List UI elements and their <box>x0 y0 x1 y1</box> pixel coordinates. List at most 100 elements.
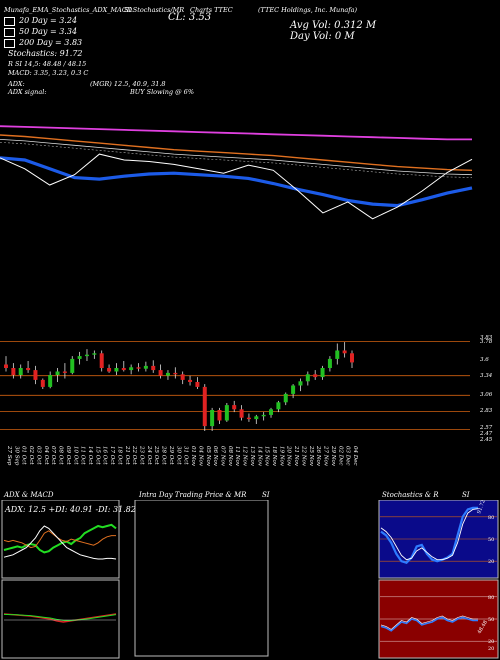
price-ytick-label: 2.57 <box>479 425 493 431</box>
price-date-label: 07 Nov <box>219 446 225 467</box>
candle-body <box>173 372 178 375</box>
candle-body <box>320 368 325 378</box>
candle-body <box>350 353 354 363</box>
ema200-swatch <box>4 38 15 48</box>
header-segment-3: Charts TTEC <box>190 6 233 14</box>
price-date-label: 04 Nov <box>197 446 203 467</box>
ema-series-20-day <box>0 156 473 208</box>
adx-signal-value: BUY Slowing @ 6% <box>130 88 194 96</box>
price-date-label: 09 Oct <box>65 446 71 465</box>
price-chart: 3.833.78 3.6 3.34 3.06 2.83 2.572.472.45 27 S… <box>0 335 493 467</box>
candle-body <box>188 379 193 382</box>
candle-body <box>129 367 134 371</box>
rsi-signal-series <box>380 615 478 630</box>
candle-body <box>342 350 347 354</box>
candle-body <box>210 410 215 427</box>
candle-body <box>313 374 318 378</box>
rsi-value: R SI 14,5: 48.48 / 48.15 <box>8 60 87 68</box>
price-date-label: 14 Oct <box>87 446 93 465</box>
adx-signal-label: ADX signal: <box>8 88 47 96</box>
price-date-label: 30 Sep <box>13 446 19 466</box>
price-date-label: 02 Oct <box>28 446 34 465</box>
stoch-panel-title-right: SI <box>462 491 470 499</box>
candle-body <box>261 414 266 417</box>
price-date-label: 16 Oct <box>102 446 108 465</box>
adx-series-di <box>3 523 117 554</box>
legend-ema50: 50 Day = 3.34 <box>4 27 77 37</box>
rsi-series <box>380 616 478 632</box>
price-date-label: 11 Nov <box>234 446 240 467</box>
bottom-panels: ADX: 12.5 +DI: 40.91 -DI: 31.82 80 50 20 9… <box>1 500 499 659</box>
candle-body <box>232 405 237 410</box>
rsi-ytick-label: 20 <box>488 646 494 652</box>
rsi-ytick-label: 20 <box>488 639 494 645</box>
price-ytick-label: 3.6 <box>480 357 489 363</box>
candle-body <box>11 368 16 375</box>
price-date-label: 05 Nov <box>205 446 211 467</box>
price-ytick-label: 2.47 <box>479 431 493 437</box>
price-date-label: 03 Oct <box>35 446 41 465</box>
stochastics-value: Stochastics: 91.72 <box>8 49 83 58</box>
intraday-panel-title: Intra Day Trading Price & MR <box>139 491 247 499</box>
candle-body <box>18 368 23 375</box>
price-date-label: 11 Oct <box>80 446 86 465</box>
legend-ema20: 20 Day = 3.24 <box>4 16 77 26</box>
price-date-label: 12 Nov <box>242 446 248 467</box>
close-price: CL: 3.53 <box>168 12 212 23</box>
price-date-label: 13 Nov <box>249 446 255 467</box>
price-date-label: 25 Oct <box>153 445 159 465</box>
candle-body <box>48 375 53 387</box>
candle-body <box>114 368 119 372</box>
price-date-label: 22 Nov <box>300 445 306 467</box>
rsi-ytick-label: 50 <box>488 617 494 623</box>
ema20-label: 20 Day = 3.24 <box>19 16 78 25</box>
adx-series-adx <box>3 525 117 560</box>
price-date-label: 04 Dec <box>352 446 358 466</box>
adx-label: ADX: <box>8 80 25 88</box>
candle-body <box>99 353 104 368</box>
adx-values: (MGR) 12.5, 40.9, 31.8 <box>90 80 166 88</box>
candle-body <box>33 370 38 380</box>
price-date-label: 30 Oct <box>175 446 181 465</box>
ema-chart <box>0 125 473 220</box>
price-date-label: 02 Dec <box>337 446 343 466</box>
candle-body <box>327 358 332 368</box>
price-date-label: 23 Oct <box>139 445 145 465</box>
price-date-label: 26 Nov <box>315 445 321 467</box>
price-ytick-label: 3.34 <box>480 373 493 379</box>
price-date-label: 27 Sep <box>6 445 12 466</box>
price-date-label: 27 Nov <box>323 445 329 467</box>
ema20-swatch <box>4 16 15 26</box>
candle-body <box>26 368 31 371</box>
candle-body <box>283 393 288 403</box>
candle-body <box>291 385 296 394</box>
candle-body <box>70 358 75 373</box>
price-date-label: 18 Nov <box>271 446 277 467</box>
header-segment-2: SLStochastics/MR <box>124 6 185 14</box>
price-date-label: 01 Nov <box>190 446 196 467</box>
ema-series-200-day <box>0 125 472 141</box>
candle-body <box>4 364 8 368</box>
price-date-label: 15 Oct <box>94 446 100 465</box>
price-date-label: 22 Oct <box>131 445 137 465</box>
candle-body <box>136 367 141 369</box>
adx-panel-title: ADX & MACD <box>4 491 54 499</box>
candle-body <box>84 354 89 357</box>
price-ytick-label: 2.83 <box>479 408 493 414</box>
price-date-label: 19 Nov <box>278 446 284 467</box>
price-date-label: 21 Oct <box>124 445 130 465</box>
macd-value: MACD: 3.35, 3.23, 0.3 C <box>8 69 89 77</box>
price-date-label: 06 Nov <box>212 446 218 467</box>
candle-body <box>269 409 274 415</box>
avg-volume: Avg Vol: 0.312 M <box>290 20 377 31</box>
price-date-label: 28 Oct <box>161 445 167 465</box>
candle-body <box>62 371 67 373</box>
price-date-label: 14 Nov <box>256 446 262 467</box>
stoch-series-k <box>380 506 478 564</box>
price-ytick-label: 2.45 <box>479 437 493 443</box>
candle-body <box>298 381 303 386</box>
price-ytick-label: 3.06 <box>480 392 493 398</box>
stoch-panel-title: Stochastics & R <box>382 491 439 499</box>
price-date-label: 08 Nov <box>227 446 233 467</box>
price-date-label: 07 Oct <box>50 446 56 465</box>
